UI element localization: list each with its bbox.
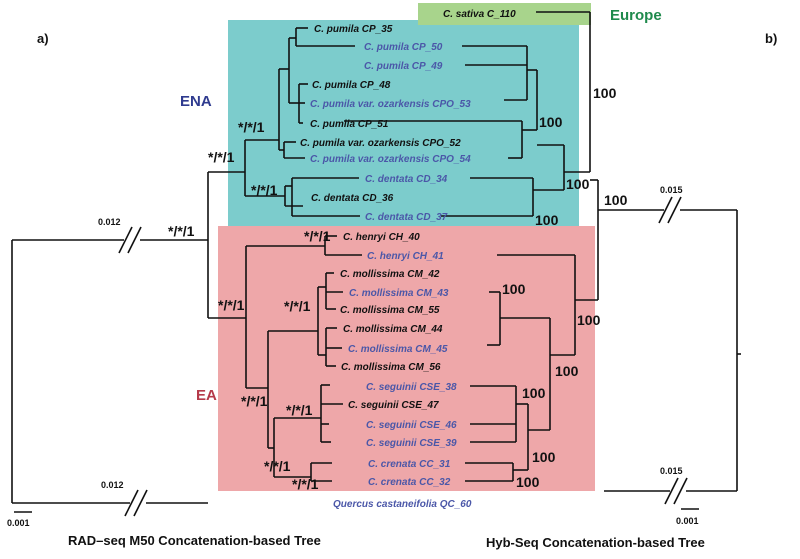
- taxon-label: C. pumila var. ozarkensis CPO_54: [310, 154, 471, 165]
- support-value: */*/1: [208, 149, 235, 165]
- taxon-label: C. seguinii CSE_47: [348, 400, 439, 411]
- ena-region-box: [228, 20, 579, 226]
- region-label-ena: ENA: [180, 93, 212, 110]
- branch-length-label: 0.012: [98, 217, 121, 227]
- taxon-label: C. henryi CH_40: [343, 232, 420, 243]
- taxon-label: C. dentata CD_37: [365, 212, 448, 223]
- taxon-label: C. pumila var. ozarkensis CPO_53: [310, 99, 471, 110]
- right-branch-breaks: [658, 196, 688, 505]
- support-value: */*/1: [286, 402, 313, 418]
- support-value: */*/1: [264, 458, 291, 474]
- region-label-ea: EA: [196, 387, 217, 404]
- taxon-label: C. pumila CP_35: [314, 24, 393, 35]
- taxon-label: C. seguinii CSE_46: [366, 420, 457, 431]
- taxon-label: C. mollissima CM_44: [343, 324, 443, 335]
- taxon-label: C. mollissima CM_55: [340, 305, 440, 316]
- support-value: */*/1: [168, 223, 195, 239]
- support-value: 100: [555, 363, 579, 379]
- taxon-label: C. dentata CD_36: [311, 193, 394, 204]
- right-tree-branches: [344, 11, 741, 492]
- left-branch-breaks: [118, 226, 148, 517]
- taxon-label: C. dentata CD_34: [365, 174, 448, 185]
- taxon-label: C. mollissima CM_42: [340, 269, 440, 280]
- taxon-label: C. crenata CC_32: [368, 477, 451, 488]
- support-value: 100: [604, 192, 628, 208]
- support-value: 100: [577, 312, 601, 328]
- left-tree-title: RAD–seq M50 Concatenation-based Tree: [68, 533, 321, 548]
- branch-length-label: 0.015: [660, 185, 683, 195]
- taxon-label: C. mollissima CM_56: [341, 362, 441, 373]
- taxon-label: C. pumila CP_51: [310, 119, 389, 130]
- support-value: 100: [502, 281, 526, 297]
- taxon-label: C. henryi CH_41: [367, 251, 444, 262]
- region-label-europe: Europe: [610, 7, 662, 24]
- taxon-label: Quercus castaneifolia QC_60: [333, 499, 472, 510]
- support-value: 100: [539, 114, 563, 130]
- support-value: */*/1: [284, 298, 311, 314]
- support-value: 100: [516, 474, 540, 490]
- panel-label-a: a): [37, 31, 49, 46]
- taxon-label: C. seguinii CSE_38: [366, 382, 457, 393]
- support-value: */*/1: [292, 476, 319, 492]
- taxon-label: C. pumila CP_48: [312, 80, 391, 91]
- branch-length-label: 0.015: [660, 466, 683, 476]
- support-value: */*/1: [251, 182, 278, 198]
- europe-region-box: [418, 3, 591, 25]
- support-value: 100: [532, 449, 556, 465]
- panel-label-b: b): [765, 31, 777, 46]
- support-value: 100: [593, 85, 617, 101]
- support-value: 100: [522, 385, 546, 401]
- support-value: */*/1: [304, 228, 331, 244]
- taxon-label: C. seguinii CSE_39: [366, 438, 457, 449]
- support-value: */*/1: [241, 393, 268, 409]
- taxon-label: C. pumila CP_50: [364, 42, 443, 53]
- right-scale-label: 0.001: [676, 516, 699, 526]
- taxon-label: C. pumila CP_49: [364, 61, 443, 72]
- right-tree-title: Hyb-Seq Concatenation-based Tree: [486, 535, 705, 550]
- support-value: 100: [535, 212, 559, 228]
- support-value: */*/1: [238, 119, 265, 135]
- left-scale-label: 0.001: [7, 518, 30, 528]
- support-value: 100: [566, 176, 590, 192]
- left-support-values: */*/1 */*/1 */*/1 */*/1 */*/1 */*/1 */*/…: [168, 119, 331, 492]
- taxon-label: C. crenata CC_31: [368, 459, 451, 470]
- taxon-labels: C. sativa C_110 C. pumila CP_35 C. pumil…: [300, 9, 516, 510]
- taxon-label: C. mollissima CM_43: [349, 288, 449, 299]
- taxon-label: C. mollissima CM_45: [348, 344, 448, 355]
- support-value: */*/1: [218, 297, 245, 313]
- left-tree-branches: [11, 27, 362, 504]
- taxon-label: C. pumila var. ozarkensis CPO_52: [300, 138, 461, 149]
- right-support-values: 100 100 100 100 100 100 100 100 100 100 …: [502, 85, 628, 490]
- branch-length-label: 0.012: [101, 480, 124, 490]
- ea-region-box: [218, 226, 595, 491]
- taxon-label: C. sativa C_110: [443, 9, 516, 20]
